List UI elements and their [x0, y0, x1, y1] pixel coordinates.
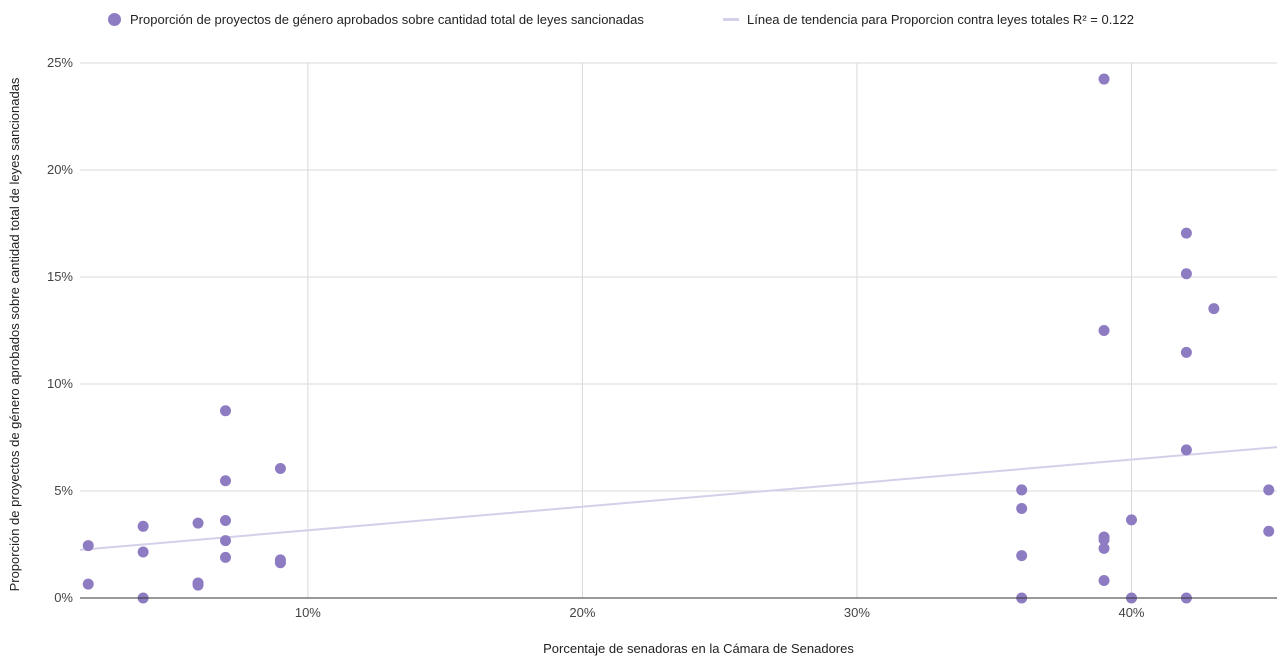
- data-point[interactable]: [1263, 525, 1275, 537]
- x-axis-title: Porcentaje de senadoras en la Cámara de …: [543, 641, 854, 656]
- data-points: [82, 73, 1275, 604]
- data-point[interactable]: [220, 551, 232, 563]
- data-point[interactable]: [1098, 534, 1110, 546]
- data-point[interactable]: [1098, 325, 1110, 336]
- data-point[interactable]: [192, 579, 204, 591]
- data-point[interactable]: [1180, 346, 1192, 358]
- data-point[interactable]: [1180, 444, 1192, 456]
- y-tick-label: 25%: [47, 55, 73, 70]
- data-point[interactable]: [192, 517, 204, 529]
- data-point[interactable]: [1208, 303, 1220, 315]
- legend-item-series[interactable]: Proporción de proyectos de género aproba…: [108, 8, 644, 30]
- trendline: [79, 446, 1278, 551]
- data-point[interactable]: [1263, 484, 1275, 496]
- data-point[interactable]: [1098, 574, 1110, 586]
- data-point[interactable]: [1098, 542, 1110, 554]
- data-point[interactable]: [274, 463, 286, 475]
- legend-item-trendline[interactable]: Línea de tendencia para Proporcion contr…: [723, 8, 1134, 30]
- trendline-marker-icon: [723, 17, 739, 21]
- data-point[interactable]: [1016, 550, 1028, 562]
- data-point[interactable]: [1016, 503, 1028, 515]
- data-point[interactable]: [274, 557, 286, 569]
- x-tick-label: 20%: [569, 605, 595, 620]
- data-point[interactable]: [82, 540, 94, 552]
- legend-trend-label: Línea de tendencia para Proporcion contr…: [747, 11, 1134, 27]
- y-tick-label: 10%: [47, 376, 73, 391]
- y-axis-title: Proporción de proyectos de género aproba…: [7, 77, 22, 591]
- data-point[interactable]: [1016, 484, 1028, 496]
- grid-lines: [80, 62, 1277, 598]
- data-point[interactable]: [137, 546, 149, 558]
- y-tick-label: 0%: [54, 590, 73, 605]
- y-tick-label: 5%: [54, 483, 73, 498]
- series-marker-icon: [108, 12, 121, 26]
- data-point[interactable]: [1125, 514, 1137, 526]
- data-point[interactable]: [1180, 227, 1192, 239]
- x-tick-label: 40%: [1118, 605, 1144, 620]
- data-point[interactable]: [220, 475, 232, 487]
- x-tick-label: 10%: [295, 605, 321, 620]
- x-tick-label: 30%: [844, 605, 870, 620]
- y-axis-ticks: 0% 5% 10% 15% 20% 25%: [47, 55, 73, 605]
- data-point[interactable]: [220, 535, 232, 547]
- legend: Proporción de proyectos de género aproba…: [0, 8, 1279, 30]
- trendline-group: [79, 446, 1278, 551]
- legend-series-label: Proporción de proyectos de género aproba…: [130, 11, 644, 27]
- x-axis-ticks: 10% 20% 30% 40%: [295, 605, 1145, 620]
- data-point[interactable]: [220, 515, 232, 527]
- data-point[interactable]: [1098, 73, 1110, 85]
- y-tick-label: 20%: [47, 162, 73, 177]
- y-tick-label: 15%: [47, 269, 73, 284]
- data-point[interactable]: [220, 405, 232, 417]
- data-point[interactable]: [1180, 268, 1192, 280]
- data-point[interactable]: [137, 520, 149, 532]
- data-point[interactable]: [82, 578, 94, 590]
